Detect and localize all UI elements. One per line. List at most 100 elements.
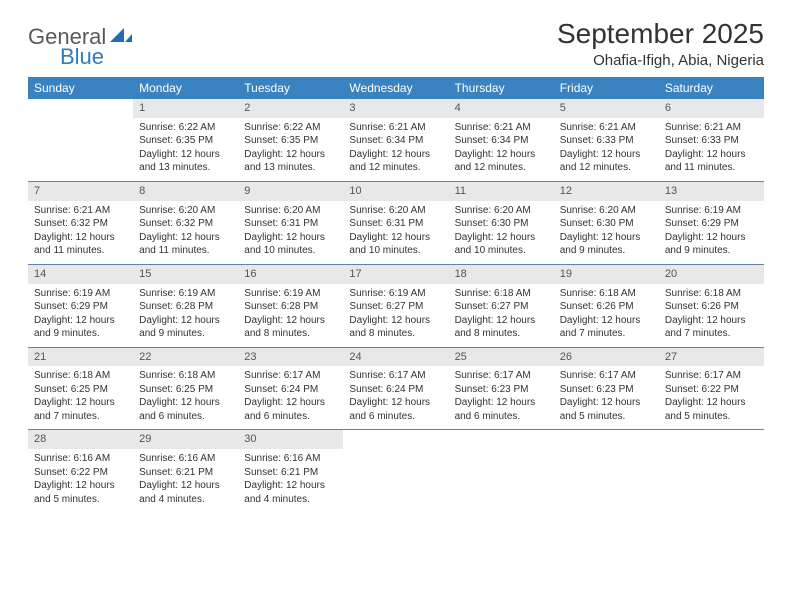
day-number: 25	[449, 348, 554, 367]
day-number: 29	[133, 430, 238, 449]
day-cell: 26Sunrise: 6:17 AMSunset: 6:23 PMDayligh…	[554, 348, 659, 430]
day-body: Sunrise: 6:17 AMSunset: 6:24 PMDaylight:…	[238, 366, 343, 429]
daylight-line: Daylight: 12 hours and 11 minutes.	[34, 231, 127, 258]
day-cell	[28, 99, 133, 181]
daylight-line: Daylight: 12 hours and 9 minutes.	[139, 314, 232, 341]
day-body: Sunrise: 6:19 AMSunset: 6:29 PMDaylight:…	[659, 201, 764, 264]
daylight-line: Daylight: 12 hours and 6 minutes.	[244, 396, 337, 423]
sunrise-line: Sunrise: 6:17 AM	[244, 369, 337, 383]
sunrise-line: Sunrise: 6:16 AM	[139, 452, 232, 466]
day-number: 4	[449, 99, 554, 118]
day-number: 16	[238, 265, 343, 284]
day-number: 21	[28, 348, 133, 367]
day-body: Sunrise: 6:21 AMSunset: 6:34 PMDaylight:…	[343, 118, 448, 181]
day-cell: 4Sunrise: 6:21 AMSunset: 6:34 PMDaylight…	[449, 99, 554, 181]
calendar-page: General Blue September 2025 Ohafia-Ifigh…	[0, 0, 792, 530]
sunrise-line: Sunrise: 6:19 AM	[139, 287, 232, 301]
day-number: 28	[28, 430, 133, 449]
sunset-line: Sunset: 6:22 PM	[665, 383, 758, 397]
day-number: 9	[238, 182, 343, 201]
sunset-line: Sunset: 6:32 PM	[139, 217, 232, 231]
sunset-line: Sunset: 6:24 PM	[244, 383, 337, 397]
day-body: Sunrise: 6:18 AMSunset: 6:26 PMDaylight:…	[659, 284, 764, 347]
sunset-line: Sunset: 6:26 PM	[560, 300, 653, 314]
week-row: 14Sunrise: 6:19 AMSunset: 6:29 PMDayligh…	[28, 265, 764, 348]
day-body: Sunrise: 6:19 AMSunset: 6:28 PMDaylight:…	[133, 284, 238, 347]
sunset-line: Sunset: 6:21 PM	[139, 466, 232, 480]
day-body: Sunrise: 6:20 AMSunset: 6:31 PMDaylight:…	[238, 201, 343, 264]
day-cell: 28Sunrise: 6:16 AMSunset: 6:22 PMDayligh…	[28, 430, 133, 512]
day-cell	[659, 430, 764, 512]
day-body: Sunrise: 6:22 AMSunset: 6:35 PMDaylight:…	[238, 118, 343, 181]
daylight-line: Daylight: 12 hours and 6 minutes.	[139, 396, 232, 423]
day-cell: 9Sunrise: 6:20 AMSunset: 6:31 PMDaylight…	[238, 182, 343, 264]
day-body: Sunrise: 6:21 AMSunset: 6:33 PMDaylight:…	[659, 118, 764, 181]
day-number: 17	[343, 265, 448, 284]
day-number: 18	[449, 265, 554, 284]
day-cell: 29Sunrise: 6:16 AMSunset: 6:21 PMDayligh…	[133, 430, 238, 512]
day-cell: 11Sunrise: 6:20 AMSunset: 6:30 PMDayligh…	[449, 182, 554, 264]
daylight-line: Daylight: 12 hours and 5 minutes.	[665, 396, 758, 423]
sunrise-line: Sunrise: 6:17 AM	[665, 369, 758, 383]
daylight-line: Daylight: 12 hours and 6 minutes.	[349, 396, 442, 423]
day-cell: 19Sunrise: 6:18 AMSunset: 6:26 PMDayligh…	[554, 265, 659, 347]
day-cell: 27 Sunrise: 6:17 AMSunset: 6:22 PMDayligh…	[659, 348, 764, 430]
daylight-line: Daylight: 12 hours and 11 minutes.	[665, 148, 758, 175]
daylight-line: Daylight: 12 hours and 13 minutes.	[244, 148, 337, 175]
week-row: 7Sunrise: 6:21 AMSunset: 6:32 PMDaylight…	[28, 182, 764, 265]
sunset-line: Sunset: 6:25 PM	[34, 383, 127, 397]
day-number: 20	[659, 265, 764, 284]
day-number: 27	[659, 348, 764, 367]
day-cell: 3Sunrise: 6:21 AMSunset: 6:34 PMDaylight…	[343, 99, 448, 181]
day-body: Sunrise: 6:18 AMSunset: 6:26 PMDaylight:…	[554, 284, 659, 347]
day-body: Sunrise: 6:17 AMSunset: 6:24 PMDaylight:…	[343, 366, 448, 429]
daylight-line: Daylight: 12 hours and 11 minutes.	[139, 231, 232, 258]
day-body: Sunrise: 6:18 AMSunset: 6:25 PMDaylight:…	[133, 366, 238, 429]
day-number: 30	[238, 430, 343, 449]
day-cell: 30Sunrise: 6:16 AMSunset: 6:21 PMDayligh…	[238, 430, 343, 512]
day-cell: 20Sunrise: 6:18 AMSunset: 6:26 PMDayligh…	[659, 265, 764, 347]
sunset-line: Sunset: 6:30 PM	[560, 217, 653, 231]
day-body: Sunrise: 6:20 AMSunset: 6:32 PMDaylight:…	[133, 201, 238, 264]
daylight-line: Daylight: 12 hours and 5 minutes.	[34, 479, 127, 506]
logo-text-blue: Blue	[60, 44, 104, 69]
sunset-line: Sunset: 6:29 PM	[665, 217, 758, 231]
sunset-line: Sunset: 6:28 PM	[244, 300, 337, 314]
sunset-line: Sunset: 6:34 PM	[455, 134, 548, 148]
logo-sail-icon	[110, 26, 132, 49]
daylight-line: Daylight: 12 hours and 9 minutes.	[560, 231, 653, 258]
day-cell: 10Sunrise: 6:20 AMSunset: 6:31 PMDayligh…	[343, 182, 448, 264]
day-number: 8	[133, 182, 238, 201]
daylight-line: Daylight: 12 hours and 8 minutes.	[349, 314, 442, 341]
sunset-line: Sunset: 6:33 PM	[665, 134, 758, 148]
day-number: 3	[343, 99, 448, 118]
day-cell: 16Sunrise: 6:19 AMSunset: 6:28 PMDayligh…	[238, 265, 343, 347]
sunset-line: Sunset: 6:34 PM	[349, 134, 442, 148]
daylight-line: Daylight: 12 hours and 5 minutes.	[560, 396, 653, 423]
sunset-line: Sunset: 6:22 PM	[34, 466, 127, 480]
day-body: Sunrise: 6:17 AMSunset: 6:23 PMDaylight:…	[449, 366, 554, 429]
day-cell: 15Sunrise: 6:19 AMSunset: 6:28 PMDayligh…	[133, 265, 238, 347]
day-body: Sunrise: 6:16 AMSunset: 6:22 PMDaylight:…	[28, 449, 133, 512]
sunrise-line: Sunrise: 6:19 AM	[34, 287, 127, 301]
sunset-line: Sunset: 6:31 PM	[349, 217, 442, 231]
weekday-thursday: Thursday	[449, 77, 554, 99]
sunset-line: Sunset: 6:21 PM	[244, 466, 337, 480]
day-body: Sunrise: 6:22 AMSunset: 6:35 PMDaylight:…	[133, 118, 238, 181]
daylight-line: Daylight: 12 hours and 7 minutes.	[34, 396, 127, 423]
sunset-line: Sunset: 6:28 PM	[139, 300, 232, 314]
day-number: 2	[238, 99, 343, 118]
sunrise-line: Sunrise: 6:18 AM	[455, 287, 548, 301]
day-body: Sunrise: 6:19 AMSunset: 6:28 PMDaylight:…	[238, 284, 343, 347]
day-cell: 14Sunrise: 6:19 AMSunset: 6:29 PMDayligh…	[28, 265, 133, 347]
day-cell: 22Sunrise: 6:18 AMSunset: 6:25 PMDayligh…	[133, 348, 238, 430]
sunset-line: Sunset: 6:30 PM	[455, 217, 548, 231]
day-cell: 25Sunrise: 6:17 AMSunset: 6:23 PMDayligh…	[449, 348, 554, 430]
day-body: Sunrise: 6:16 AMSunset: 6:21 PMDaylight:…	[133, 449, 238, 512]
day-number: 15	[133, 265, 238, 284]
daylight-line: Daylight: 12 hours and 9 minutes.	[34, 314, 127, 341]
sunrise-line: Sunrise: 6:17 AM	[455, 369, 548, 383]
weekday-saturday: Saturday	[659, 77, 764, 99]
day-body: Sunrise: 6:20 AMSunset: 6:30 PMDaylight:…	[554, 201, 659, 264]
day-cell: 13Sunrise: 6:19 AMSunset: 6:29 PMDayligh…	[659, 182, 764, 264]
